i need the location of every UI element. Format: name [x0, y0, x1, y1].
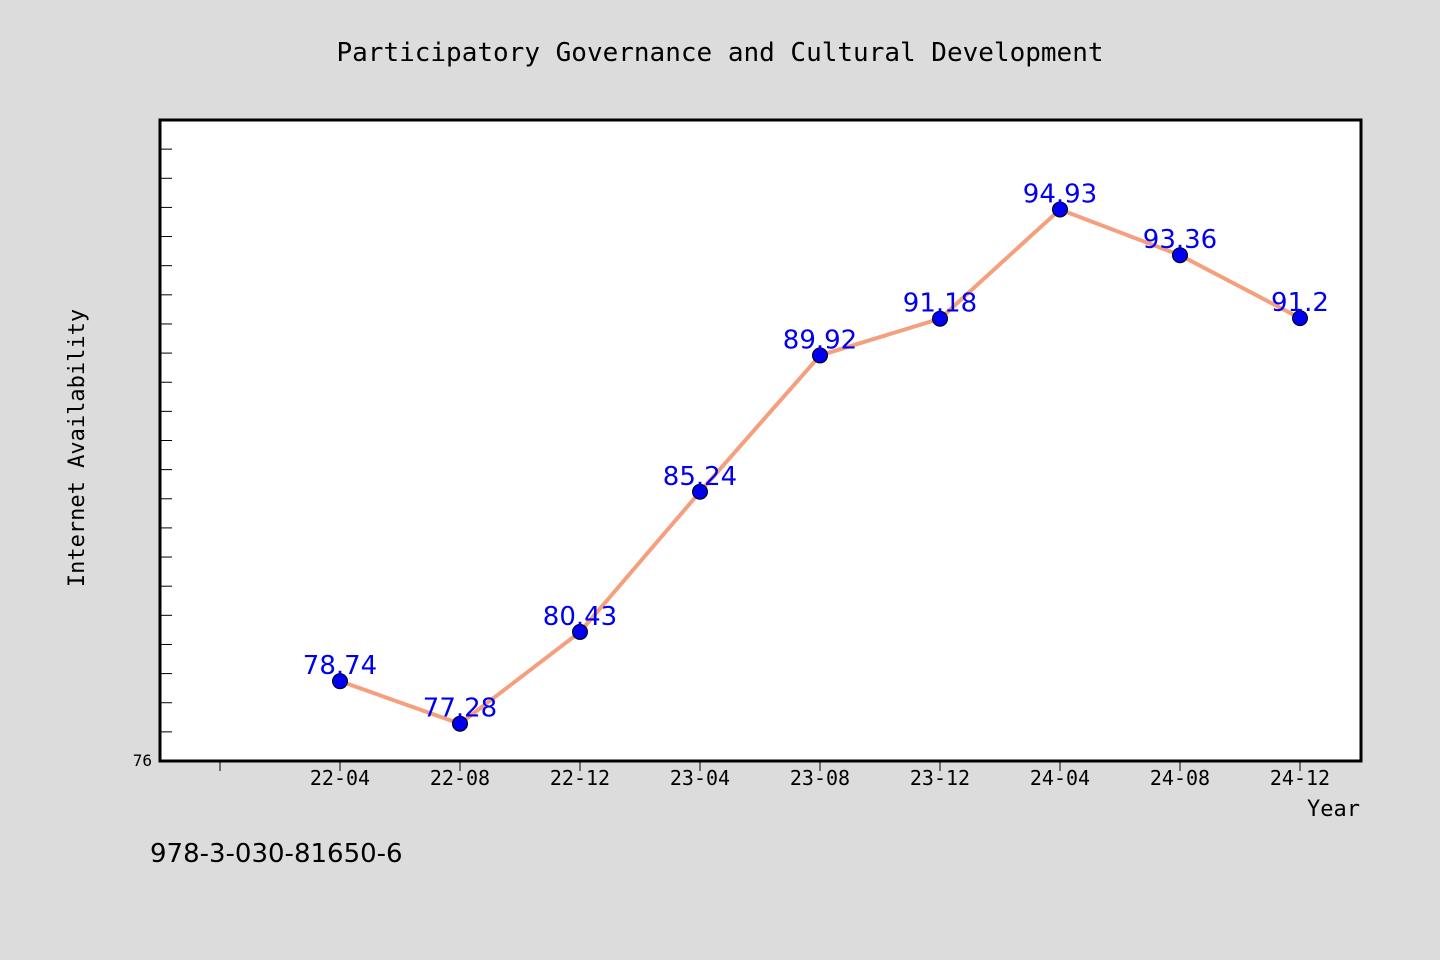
x-tick-label: 23-04	[670, 766, 730, 790]
data-point	[452, 715, 468, 732]
data-point	[692, 483, 708, 500]
data-label: 91.2	[1271, 288, 1329, 318]
data-point	[1052, 201, 1068, 218]
data-label: 85.24	[663, 462, 737, 492]
data-point	[932, 310, 948, 327]
x-tick-label: 22-08	[430, 766, 490, 790]
data-label: 93.36	[1143, 225, 1217, 255]
data-point	[812, 347, 828, 364]
x-tick-label: 24-08	[1150, 766, 1210, 790]
x-tick-label: 22-12	[550, 766, 610, 790]
data-markers	[332, 201, 1308, 732]
data-label: 80.43	[543, 602, 617, 632]
y-axis-title: Internet Availability	[65, 309, 90, 587]
data-label: 94.93	[1023, 179, 1097, 209]
x-axis-ticks	[219, 761, 1301, 771]
data-label: 89.92	[783, 325, 857, 355]
x-tick-label: 24-04	[1030, 766, 1090, 790]
chart-title: Participatory Governance and Cultural De…	[336, 38, 1103, 68]
y-axis-min-label: 76	[133, 751, 152, 770]
data-point	[332, 673, 348, 690]
x-axis-labels: 22-04 22-08 22-12 23-04 23-08 23-12 24-04 24-08…	[310, 766, 1330, 790]
x-tick-label: 24-12	[1270, 766, 1330, 790]
data-label: 78.74	[303, 651, 377, 681]
isbn-footer: 978-3-030-81650-6	[150, 839, 403, 869]
x-axis-title: Year	[1307, 797, 1360, 822]
data-labels: 78.74 77.28 80.43 85.24 89.92 91.18 94.93 93.36…	[303, 179, 1329, 723]
x-tick-label: 23-12	[910, 766, 970, 790]
x-tick-label: 23-08	[790, 766, 850, 790]
data-point	[572, 623, 588, 640]
data-label: 91.18	[903, 289, 977, 319]
data-label: 77.28	[423, 694, 497, 724]
plot-area	[158, 118, 1363, 763]
data-point	[1292, 310, 1308, 327]
y-axis-ticks	[160, 148, 172, 733]
x-tick-label: 22-04	[310, 766, 370, 790]
data-point	[1172, 247, 1188, 264]
